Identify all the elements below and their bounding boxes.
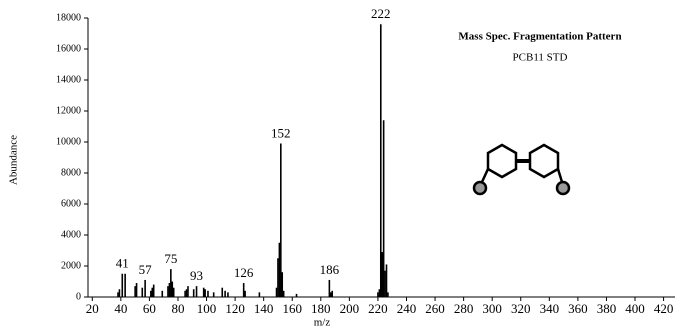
peak-label: 41 <box>116 256 129 271</box>
y-axis-label: Abundance <box>8 135 20 185</box>
x-tick-label: 240 <box>397 301 417 316</box>
y-tick-label: 6000 <box>61 198 81 209</box>
bond <box>480 168 490 183</box>
chlorine <box>555 180 571 196</box>
x-tick-label: 220 <box>368 301 388 316</box>
x-tick-label: 100 <box>197 301 217 316</box>
peak-label: 93 <box>190 268 203 283</box>
peak-label: 57 <box>139 262 153 277</box>
bond <box>556 168 564 183</box>
x-tick-label: 400 <box>625 301 645 316</box>
x-tick-label: 200 <box>340 301 360 316</box>
x-tick-label: 360 <box>568 301 588 316</box>
x-axis-label: m/z <box>314 317 331 326</box>
molecule <box>472 143 571 196</box>
y-tick-label: 12000 <box>56 105 81 116</box>
x-tick-label: 320 <box>511 301 531 316</box>
ring <box>486 143 518 179</box>
x-tick-label: 380 <box>597 301 617 316</box>
y-tick-label: 14000 <box>56 74 81 85</box>
x-tick-label: 260 <box>425 301 445 316</box>
x-tick-label: 180 <box>311 301 331 316</box>
y-tick-label: 16000 <box>56 43 81 54</box>
peak-label: 126 <box>234 265 254 280</box>
x-tick-label: 340 <box>540 301 560 316</box>
peak-label: 222 <box>371 6 391 21</box>
x-tick-label: 160 <box>282 301 302 316</box>
ring <box>528 143 560 179</box>
peak-label: 186 <box>320 262 340 277</box>
x-tick-label: 60 <box>143 301 156 316</box>
y-tick-label: 8000 <box>61 167 81 178</box>
chart-subtitle: PCB11 STD <box>513 52 568 64</box>
y-tick-label: 0 <box>76 291 81 302</box>
x-tick-label: 20 <box>86 301 99 316</box>
x-tick-label: 420 <box>654 301 674 316</box>
x-tick-label: 300 <box>482 301 502 316</box>
y-tick-label: 10000 <box>56 136 81 147</box>
peak-label: 152 <box>271 126 291 141</box>
y-tick-label: 4000 <box>61 229 81 240</box>
chlorine <box>472 180 488 196</box>
y-tick-label: 2000 <box>61 260 81 271</box>
x-tick-label: 40 <box>114 301 127 316</box>
x-tick-label: 140 <box>254 301 274 316</box>
x-tick-label: 80 <box>171 301 184 316</box>
peak-label: 75 <box>164 251 177 266</box>
chart-title: Mass Spec. Fragmentation Pattern <box>458 31 621 43</box>
x-tick-label: 280 <box>454 301 474 316</box>
x-tick-label: 120 <box>225 301 245 316</box>
y-tick-label: 18000 <box>56 12 81 23</box>
